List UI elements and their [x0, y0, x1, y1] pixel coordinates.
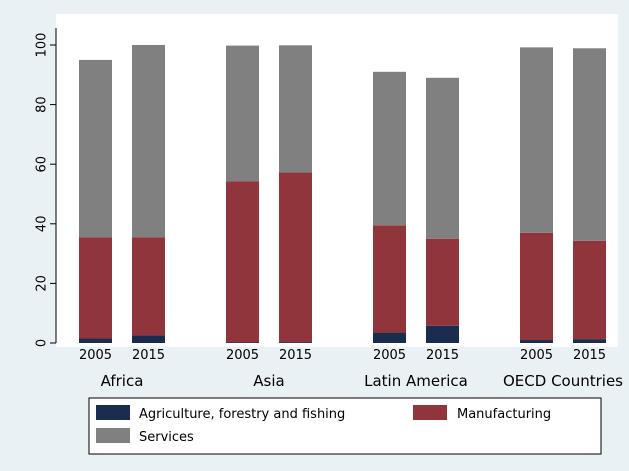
bar-segment [79, 59, 112, 238]
y-tick-label: 60 [35, 156, 50, 173]
bar-segment [279, 172, 312, 343]
x-tick-label: 2015 [132, 348, 165, 363]
bar-segment [373, 71, 406, 226]
bar-segment [426, 325, 459, 343]
x-tick-label: 2015 [426, 348, 459, 363]
y-tick-label: 80 [35, 96, 50, 113]
x-tick-label: 2005 [79, 348, 112, 363]
bar-segment [132, 335, 165, 343]
legend-swatch [96, 405, 130, 420]
bar-segment [573, 339, 606, 343]
bar-segment [279, 45, 312, 173]
bar-segment [520, 340, 553, 343]
x-tick-label: 2015 [279, 348, 312, 363]
bar-segment [373, 332, 406, 343]
group-label: OECD Countries [503, 372, 623, 390]
legend-swatch [413, 405, 447, 420]
bar-segment [132, 237, 165, 336]
bars-layer [79, 45, 606, 343]
legend-box [88, 397, 602, 455]
bar-segment [373, 225, 406, 333]
legend-label: Agriculture, forestry and fishing [139, 407, 345, 422]
axis-layer: 2005 2015 Africa 2005 2015 Asia 2005 2015 Latin … [35, 28, 623, 390]
group-label: Latin America [364, 372, 468, 390]
bar-segment [226, 342, 259, 343]
legend: Agriculture, forestry and fishing Manufac… [88, 397, 602, 455]
bar-segment [520, 232, 553, 341]
bar-segment [226, 45, 259, 182]
y-tick-label: 0 [35, 339, 50, 347]
bar-segment [520, 47, 553, 233]
group-label: Asia [253, 372, 284, 390]
legend-label: Manufacturing [457, 407, 551, 422]
x-tick-label: 2005 [373, 348, 406, 363]
x-tick-label: 2005 [520, 348, 553, 363]
y-tick-label: 100 [35, 33, 50, 58]
y-tick-label: 20 [35, 275, 50, 292]
bar-segment [279, 342, 312, 343]
group-label: Africa [101, 372, 144, 390]
bar-segment [426, 77, 459, 239]
x-tick-label: 2005 [226, 348, 259, 363]
y-tick-label: 40 [35, 216, 50, 233]
bar-segment [132, 45, 165, 238]
bar-segment [426, 238, 459, 326]
legend-label: Services [139, 430, 194, 445]
bar-segment [573, 240, 606, 340]
bar-segment [226, 181, 259, 343]
legend-swatch [96, 428, 130, 443]
bar-segment [79, 237, 112, 339]
x-tick-label: 2015 [573, 348, 606, 363]
bar-segment [79, 338, 112, 343]
bar-segment [573, 48, 606, 241]
